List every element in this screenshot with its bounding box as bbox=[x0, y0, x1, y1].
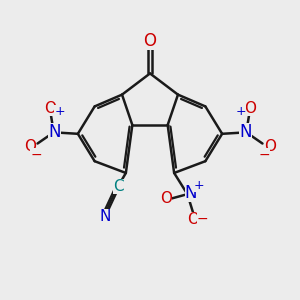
Text: N: N bbox=[99, 209, 111, 224]
Text: O: O bbox=[264, 139, 276, 154]
Text: N: N bbox=[185, 184, 197, 202]
Text: O: O bbox=[244, 101, 256, 116]
Text: O: O bbox=[143, 32, 157, 50]
Text: C: C bbox=[113, 179, 124, 194]
Text: −: − bbox=[30, 148, 42, 162]
Text: −: − bbox=[197, 212, 208, 226]
Text: +: + bbox=[194, 179, 205, 192]
Text: N: N bbox=[239, 123, 252, 141]
Text: O: O bbox=[24, 139, 36, 154]
Text: +: + bbox=[54, 105, 65, 118]
Text: −: − bbox=[258, 148, 270, 162]
Text: O: O bbox=[44, 101, 56, 116]
Text: +: + bbox=[236, 105, 246, 118]
Text: N: N bbox=[48, 123, 61, 141]
Text: O: O bbox=[160, 191, 172, 206]
Text: O: O bbox=[187, 212, 199, 227]
